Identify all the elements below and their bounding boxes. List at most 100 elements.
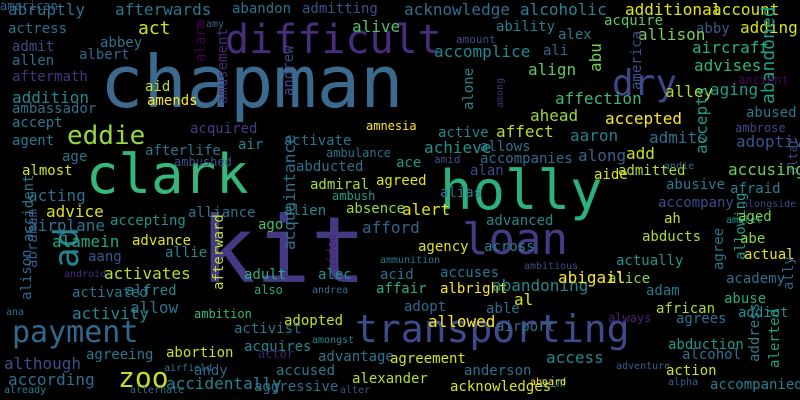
word-airfield: airfield — [164, 363, 213, 374]
word-among: among — [495, 77, 506, 108]
word-allow: allow — [130, 298, 179, 317]
word-clark: clark — [86, 143, 249, 206]
word-amnesia: amnesia — [366, 119, 417, 133]
word-ambitious: ambitious — [524, 261, 579, 272]
word-afford: afford — [362, 218, 420, 237]
word-allison: allison — [638, 25, 706, 44]
word-accept: accept — [12, 115, 63, 131]
word-america: america — [629, 30, 645, 90]
word-acknowledge: acknowledge — [404, 0, 510, 19]
word-abused: abused — [746, 105, 797, 121]
word-always: always — [608, 311, 652, 325]
word-holly: holly — [440, 159, 603, 222]
word-amongst: amongst — [312, 335, 355, 346]
word-alert: alert — [402, 200, 451, 219]
word-air: air — [238, 137, 264, 153]
word-aide: aide — [594, 167, 628, 183]
word-agency: agency — [418, 239, 469, 255]
word-andie: andie — [664, 161, 695, 172]
word-accomplice: accomplice — [434, 42, 531, 61]
word-abducts: abducts — [642, 229, 702, 245]
word-actually: actually — [616, 253, 684, 269]
word-agreeing: agreeing — [86, 347, 154, 363]
word-chapman: chapman — [100, 40, 404, 124]
word-ace: ace — [396, 155, 422, 171]
word-abducted: abducted — [296, 159, 364, 175]
word-abbey: abbey — [100, 35, 143, 51]
word-afterlife: afterlife — [145, 143, 221, 159]
word-advantage: advantage — [318, 349, 394, 365]
word-aircraft: aircraft — [692, 38, 770, 57]
word-alone: alone — [461, 67, 477, 110]
word-alamein: alamein — [52, 232, 120, 251]
word-alien: alien — [284, 203, 327, 219]
word-ana: ana — [6, 307, 25, 318]
word-alarm: alarm — [193, 19, 209, 62]
word-allen: allen — [12, 53, 55, 69]
word-add: add — [626, 144, 655, 163]
word-abandoning: abandoning — [492, 276, 589, 295]
word-android: android — [64, 269, 107, 280]
word-amy: amy — [206, 19, 225, 30]
word-agreement: agreement — [390, 351, 466, 367]
word-ability: ability — [496, 19, 556, 35]
word-accompanies: accompanies — [480, 151, 573, 167]
word-alternate: alternate — [130, 385, 185, 396]
word-agree: agree — [711, 227, 727, 270]
word-abandoned: abandoned — [758, 6, 779, 104]
word-abby: abby — [696, 21, 730, 37]
word-albert: albert — [79, 47, 130, 63]
word-ambush: ambush — [332, 189, 376, 203]
word-alan: alan — [470, 163, 504, 179]
word-although: although — [4, 354, 82, 373]
word-al: al — [514, 290, 534, 309]
word-ago: ago — [258, 217, 284, 233]
word-alec: alec — [318, 267, 352, 283]
word-ammunition: ammunition — [380, 255, 441, 266]
word-align: align — [528, 60, 577, 79]
word-ah: ah — [664, 211, 681, 227]
word-account: account — [712, 0, 780, 19]
word-admits: admits — [649, 128, 707, 147]
word-adoptive: adoptive — [736, 132, 800, 151]
word-adopt: adopt — [404, 299, 447, 315]
word-aid: aid — [145, 79, 171, 95]
word-affect: affect — [496, 122, 554, 141]
word-albright: albright — [440, 281, 508, 297]
word-alfred: alfred — [126, 283, 177, 299]
word-andy: andy — [194, 363, 228, 379]
word-accusing: accusing — [728, 160, 800, 179]
word-aggressive: aggressive — [254, 379, 339, 395]
word-ambulance: ambulance — [326, 146, 392, 160]
word-allowed: allowed — [428, 312, 496, 331]
word-activist: activist — [234, 321, 302, 337]
word-agrees: agrees — [676, 311, 727, 327]
word-alexander: alexander — [352, 371, 428, 387]
word-advance: advance — [132, 233, 192, 249]
word-ambition: ambition — [194, 307, 252, 321]
word-alley: alley — [665, 82, 714, 101]
word-airport: airport — [496, 319, 556, 335]
word-aging: aging — [710, 80, 759, 99]
word-allie: allie — [165, 245, 208, 261]
word-addition: addition — [12, 88, 90, 107]
word-zoo: zoo — [118, 361, 169, 394]
word-alias: alias — [440, 185, 483, 201]
word-accepts: accepts — [692, 86, 711, 154]
word-addict: addict — [738, 305, 789, 321]
word-accompany: accompany — [658, 195, 734, 211]
word-kit: kit — [200, 197, 367, 304]
word-additional: additional — [625, 0, 722, 19]
word-alice: alice — [608, 271, 651, 287]
word-admitted: admitted — [618, 163, 686, 179]
word-acquire: acquire — [604, 13, 664, 29]
word-agent: agent — [12, 133, 55, 149]
word-alerted: alerted — [767, 308, 783, 368]
word-adventure: adventure — [616, 361, 671, 372]
word-alter: alter — [340, 385, 371, 396]
word-actor: actor — [258, 347, 295, 361]
word-amends: amends — [147, 93, 198, 109]
word-actress: actress — [8, 21, 68, 37]
word-afterwards: afterwards — [115, 0, 212, 19]
